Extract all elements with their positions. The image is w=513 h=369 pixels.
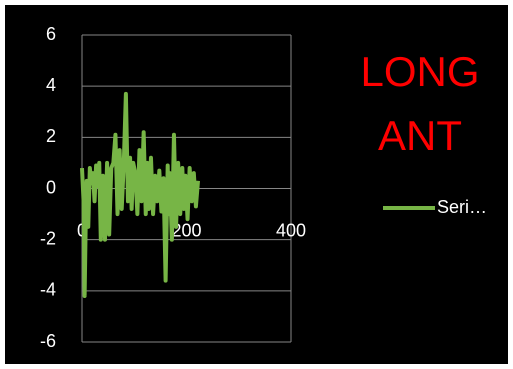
series-line: [80, 91, 200, 298]
y-tick-label: 2: [46, 126, 56, 146]
chart-title: LONG ANT: [360, 48, 480, 159]
x-tick-label: 200: [171, 220, 201, 240]
legend-label: Seri…: [437, 197, 487, 217]
y-tick-label: -6: [40, 331, 56, 351]
y-tick-label: 0: [46, 177, 56, 197]
y-tick-label: -4: [40, 280, 56, 300]
y-tick-label: -2: [40, 228, 56, 248]
y-tick-label: 4: [46, 75, 56, 95]
y-tick-label: 6: [46, 24, 56, 44]
x-tick-label: 400: [276, 220, 306, 240]
